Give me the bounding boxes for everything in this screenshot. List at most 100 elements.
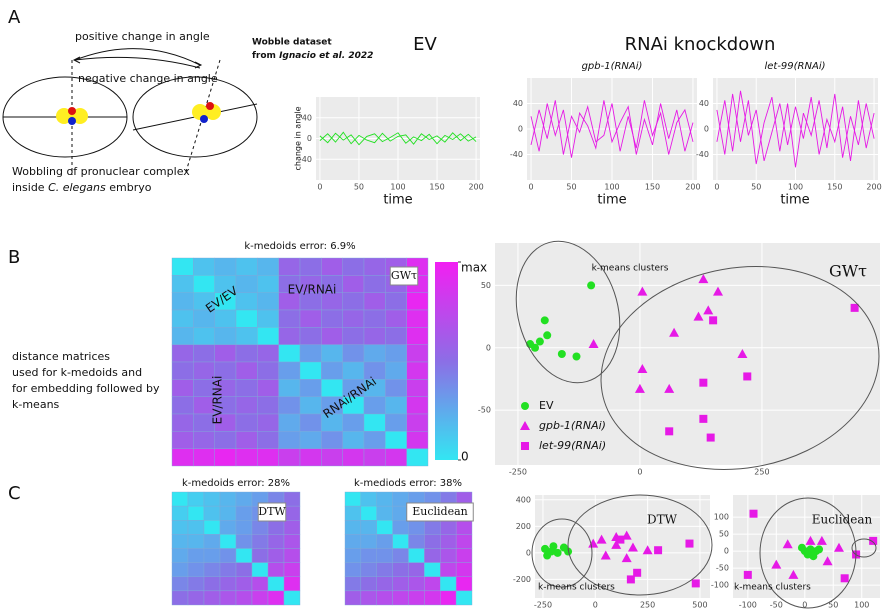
x-tick-label: 50: [354, 183, 364, 192]
heatmap-cell: [456, 520, 472, 534]
heatmap-cell: [193, 258, 214, 275]
heatmap-cell: [257, 397, 278, 414]
heatmap-cell: [300, 449, 321, 466]
heatmap-cell: [172, 327, 193, 344]
arrow: [75, 57, 200, 68]
heatmap-cell: [385, 310, 406, 327]
heatmap-cell: [220, 549, 236, 563]
heatmap-cell: [300, 345, 321, 362]
heatmap-cell: [385, 345, 406, 362]
y-tick-label: 100: [714, 513, 729, 522]
heatmap-cell: [364, 345, 385, 362]
x-tick-label: 200: [866, 183, 881, 192]
point: [699, 379, 707, 387]
y-tick-label: -50: [716, 564, 729, 573]
heatmap-cell: [257, 362, 278, 379]
heatmap-cell: [300, 258, 321, 275]
heatmap-cell: [215, 327, 236, 344]
caption: inside C. elegans embryo: [12, 181, 152, 194]
heatmap-cell: [215, 310, 236, 327]
block-label: EV/RNAi: [211, 376, 225, 425]
heatmap-cell: [236, 449, 257, 466]
colorbar-label: max: [461, 261, 487, 275]
heatmap-cell: [172, 431, 193, 448]
description: for embedding followed by: [12, 382, 160, 395]
source-part: Ignacio et al. 2022: [279, 51, 373, 61]
x-tick-label: 150: [429, 183, 444, 192]
heatmap-cell: [343, 275, 364, 292]
heatmap-cell: [385, 397, 406, 414]
point: [750, 510, 758, 518]
y-axis-label: change in angle: [294, 106, 303, 170]
heatmap-cell: [172, 549, 188, 563]
heatmap-cell: [236, 563, 252, 577]
heatmap-cell: [252, 549, 268, 563]
point: [572, 352, 580, 360]
heatmap-cell: [393, 591, 409, 605]
point: [543, 331, 551, 339]
heatmap-cell: [204, 492, 220, 506]
heatmap-cell: [424, 577, 440, 591]
heatmap-cell: [188, 577, 204, 591]
heatmap-cell: [220, 492, 236, 506]
y-tick-label: 50: [481, 281, 491, 290]
heatmap-cell: [343, 310, 364, 327]
heatmap-cell: [257, 310, 278, 327]
y-tick-label: 40: [513, 99, 523, 108]
heatmap-cell: [172, 492, 188, 506]
heatmap-cell: [345, 591, 361, 605]
figure: A B C positive change in angle negative …: [0, 0, 882, 612]
matrix-label: Euclidean: [412, 505, 468, 518]
caption: Wobbling of pronuclear complex: [12, 165, 190, 178]
y-tick-label: 200: [516, 522, 531, 531]
point: [841, 574, 849, 582]
legend-marker: [521, 402, 529, 410]
caption-part: C. elegans: [48, 181, 106, 194]
heatmap-cell: [456, 563, 472, 577]
x-tick-label: -250: [534, 601, 552, 610]
heatmap-cell: [364, 449, 385, 466]
heatmap-cell: [220, 563, 236, 577]
embedding-label: GWτ: [829, 262, 867, 281]
heatmap-cell: [252, 563, 268, 577]
description: distance matrices: [12, 350, 110, 363]
heatmap-cell: [321, 345, 342, 362]
heatmap-cell: [284, 520, 300, 534]
panel-label: C: [8, 483, 21, 504]
heatmap-cell: [300, 431, 321, 448]
heatmap-cell: [361, 591, 377, 605]
heatmap-cell: [204, 591, 220, 605]
heatmap-cell: [385, 449, 406, 466]
heatmap-cell: [279, 327, 300, 344]
x-tick-label: 250: [754, 468, 769, 477]
x-tick-label: 50: [566, 183, 576, 192]
heatmap-cell: [385, 362, 406, 379]
point: [541, 316, 549, 324]
heatmap-cell: [236, 549, 252, 563]
heatmap-cell: [393, 520, 409, 534]
point: [616, 536, 624, 544]
annotation: k-means clusters: [538, 583, 615, 593]
chart-title: EV: [413, 34, 437, 55]
heatmap-cell: [343, 431, 364, 448]
heatmap-cell: [172, 397, 193, 414]
heatmap-cell: [377, 577, 393, 591]
x-tick-label: 150: [827, 183, 842, 192]
y-tick-label: 40: [699, 99, 709, 108]
heatmap-cell: [236, 520, 252, 534]
chart-title: k-medoids error: 28%: [182, 478, 290, 489]
heatmap-cell: [268, 520, 284, 534]
heatmap-cell: [284, 591, 300, 605]
heatmap-cell: [279, 449, 300, 466]
x-tick-label: 0: [593, 601, 598, 610]
heatmap-cell: [257, 345, 278, 362]
heatmap-cell: [236, 431, 257, 448]
heatmap-cell: [345, 549, 361, 563]
heatmap-cell: [220, 534, 236, 548]
heatmap-cell: [407, 414, 428, 431]
legend-marker: [521, 442, 529, 450]
colorbar-label: 0: [461, 450, 469, 464]
heatmap-cell: [236, 275, 257, 292]
heatmap-cell: [409, 563, 425, 577]
heatmap-cell: [236, 310, 257, 327]
